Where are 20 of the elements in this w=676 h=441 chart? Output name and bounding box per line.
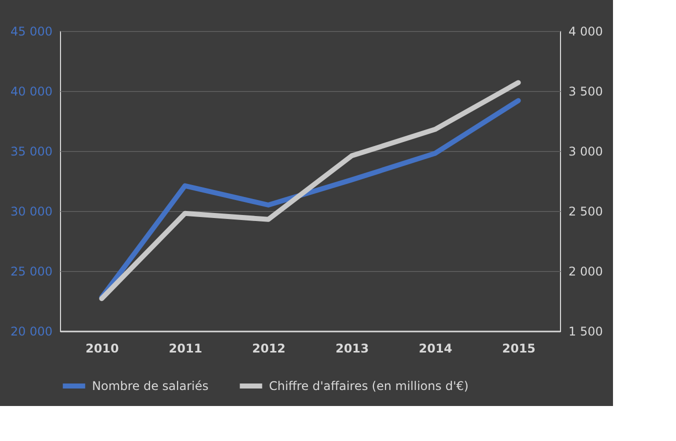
y2-tick-label: 3 500 [568, 84, 603, 98]
y-tick-label: 30 000 [10, 204, 52, 218]
y-tick-label: 35 000 [10, 144, 52, 158]
y2-tick-label: 4 000 [568, 24, 603, 38]
y-tick-label: 25 000 [10, 264, 52, 278]
x-tick-label: 2010 [85, 342, 119, 356]
x-tick-label: 2014 [418, 342, 452, 356]
y2-tick-label: 1 500 [568, 324, 603, 338]
y-tick-label: 40 000 [10, 84, 52, 98]
y-tick-label: 20 000 [10, 324, 52, 338]
y-tick-label: 45 000 [10, 24, 52, 38]
legend-label: Chiffre d'affaires (en millions d'€) [269, 379, 469, 393]
y2-tick-label: 2 000 [568, 264, 603, 278]
legend-label: Nombre de salariés [92, 379, 209, 393]
x-tick-label: 2015 [502, 342, 536, 356]
x-tick-label: 2011 [168, 342, 202, 356]
x-tick-label: 2013 [335, 342, 369, 356]
y2-tick-label: 2 500 [568, 204, 603, 218]
y2-tick-label: 3 000 [568, 144, 603, 158]
x-tick-label: 2012 [252, 342, 286, 356]
